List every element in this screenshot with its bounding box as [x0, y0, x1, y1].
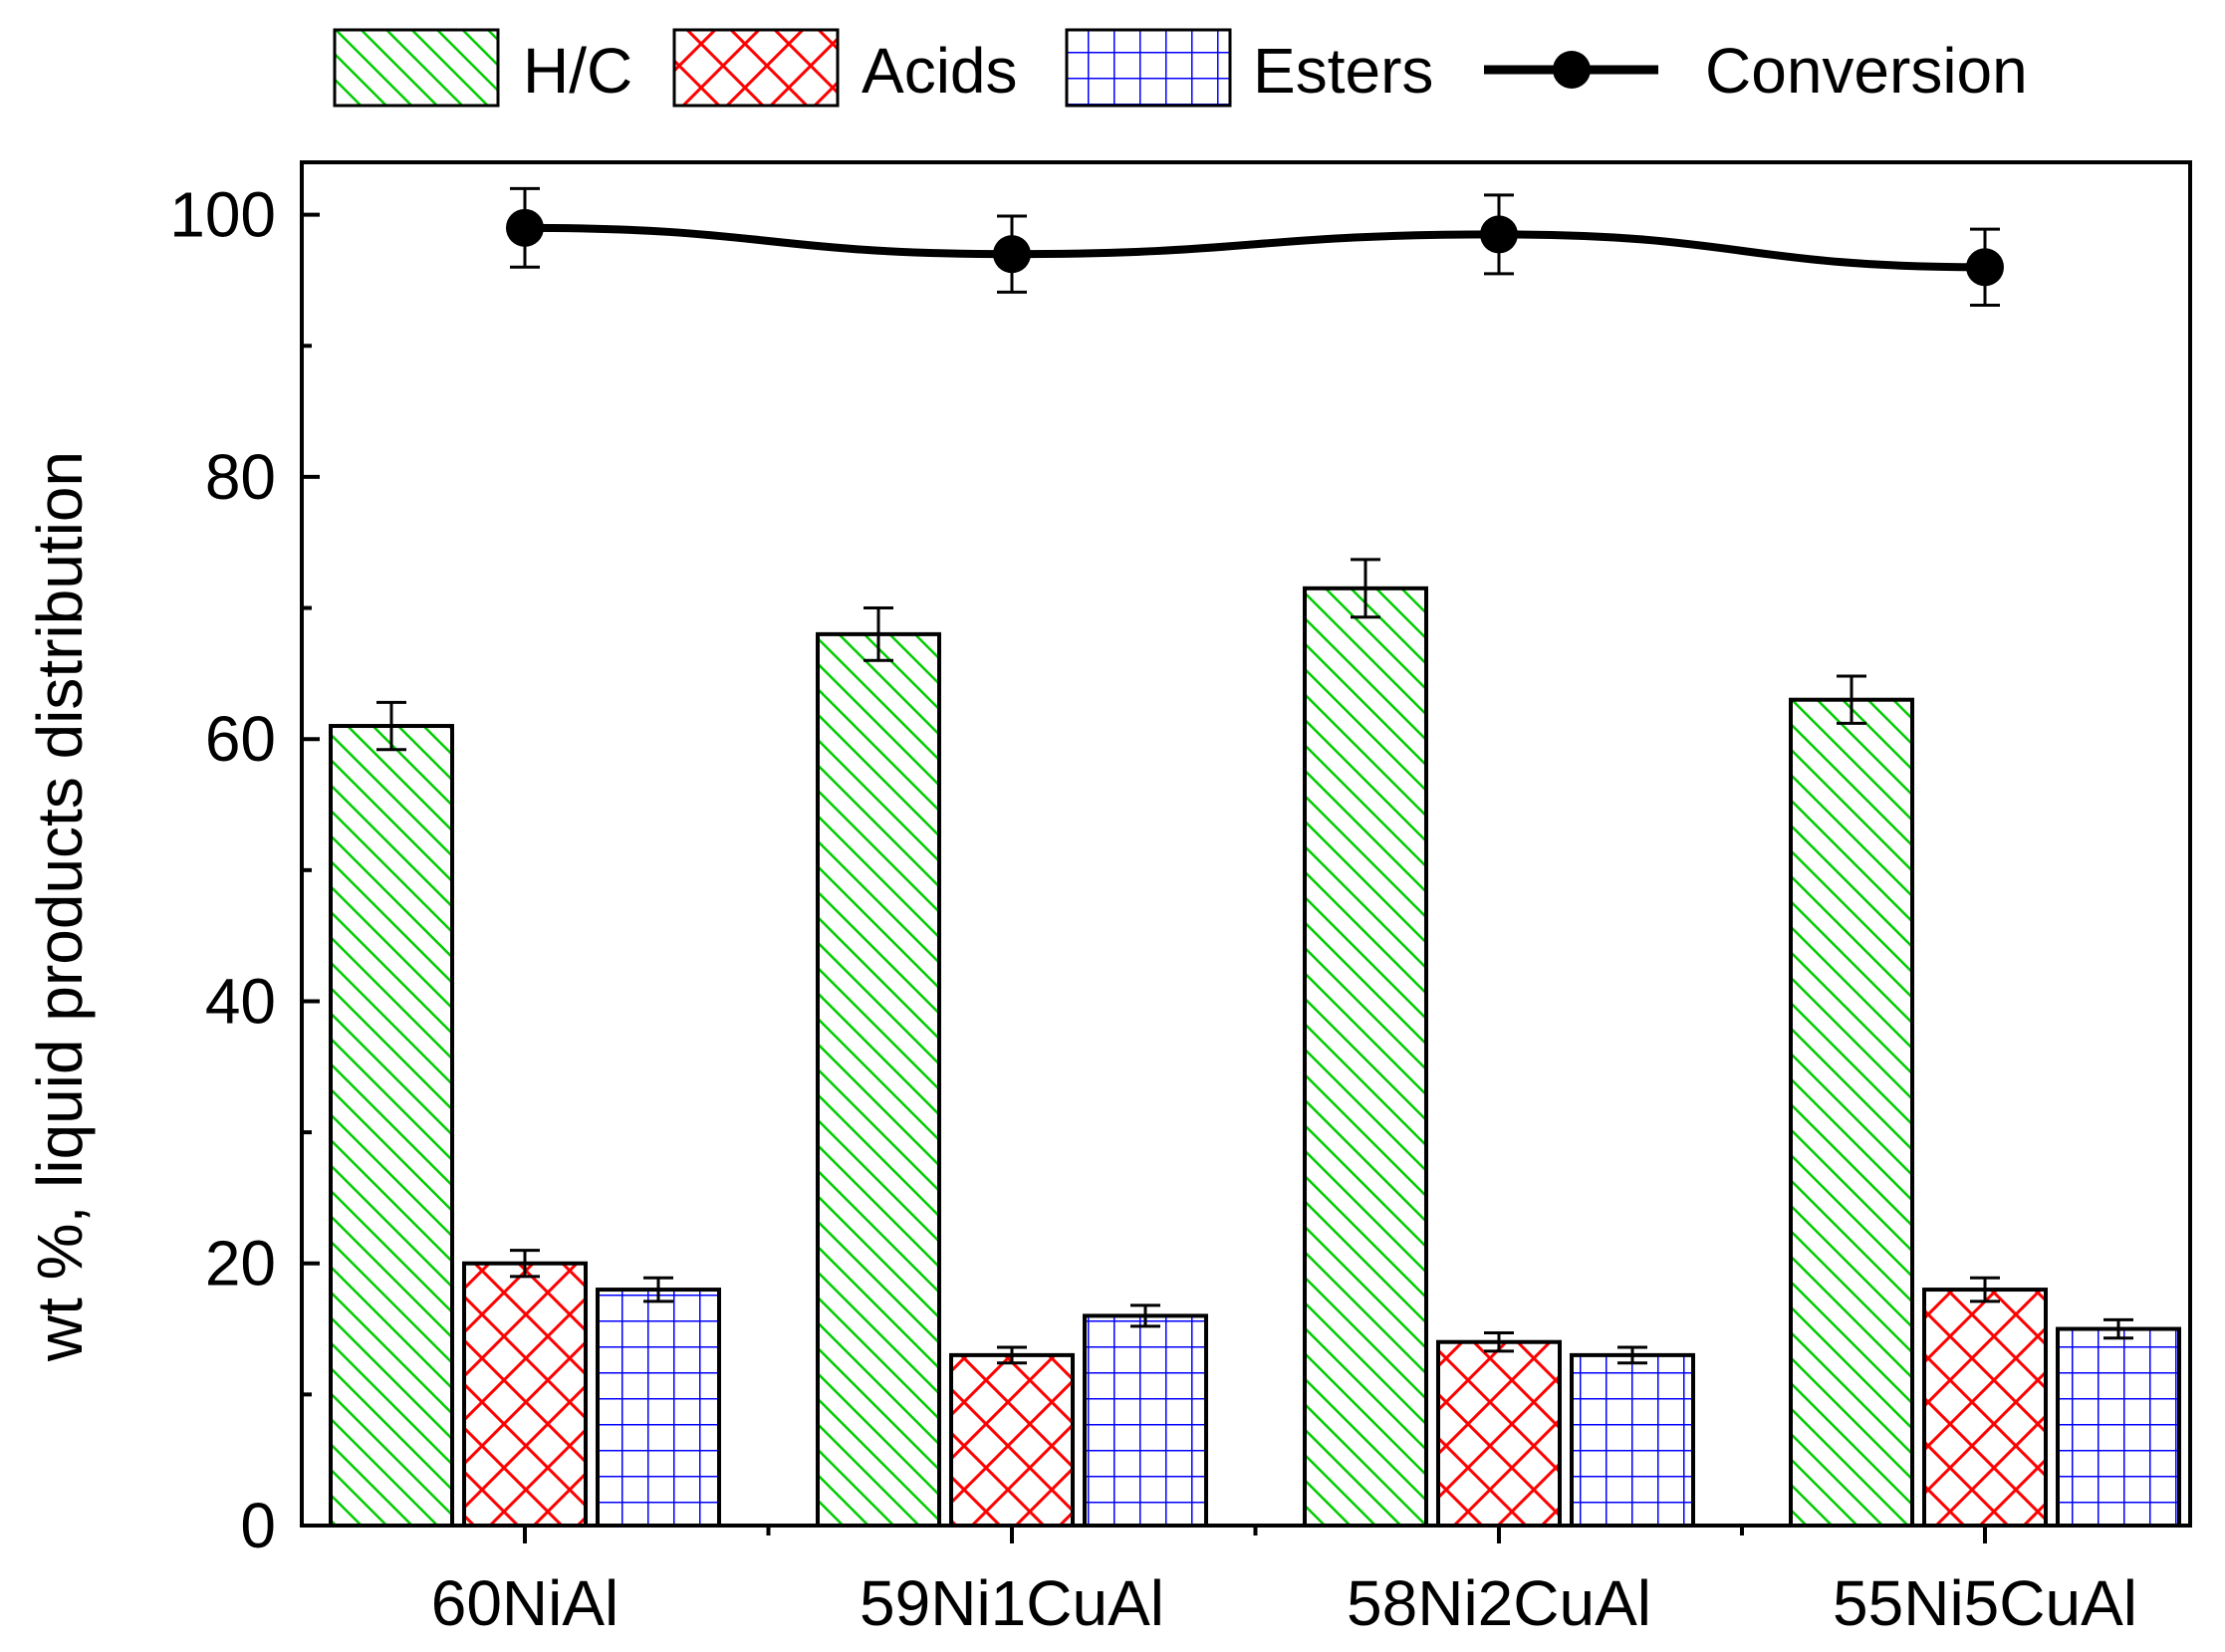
conversion-line	[524, 223, 1986, 272]
bar-acids-2	[1436, 1339, 1562, 1529]
y-tick-label: 40	[205, 965, 276, 1037]
conversion-point-0	[506, 208, 544, 247]
legend-swatch-hc	[333, 28, 500, 108]
legend-swatch-conversion-marker	[1553, 51, 1591, 89]
bars	[329, 558, 2181, 1529]
conversion-point-2	[1480, 215, 1518, 254]
x-category-label: 58Ni2CuAl	[1347, 1567, 1651, 1639]
conversion-point-1	[993, 235, 1031, 274]
conversion-line-layer	[506, 186, 2004, 307]
legend-swatch-acids	[672, 28, 840, 108]
bar-esters-0	[596, 1288, 721, 1529]
bar-acids-0	[462, 1261, 588, 1528]
bar-h-c-1	[816, 631, 941, 1528]
legend-swatch-esters	[1065, 28, 1232, 108]
bar-h-c-3	[1789, 697, 1914, 1528]
bar-esters-1	[1083, 1313, 1208, 1529]
y-tick-label: 100	[169, 179, 276, 251]
bar-esters-3	[2056, 1326, 2181, 1529]
legend-label-acids: Acids	[862, 35, 1018, 107]
y-tick-label: 80	[205, 441, 276, 513]
plot-frame	[300, 160, 2192, 1528]
legend: H/C Acids Esters Conversion	[333, 28, 2028, 108]
x-category-label: 55Ni5CuAl	[1833, 1567, 2137, 1639]
conversion-point-3	[1966, 248, 2004, 287]
legend-label-esters: Esters	[1253, 35, 1433, 107]
axes: 0 20 40 60 80 100 60NiAl 59Ni1CuAl 58Ni2CuAl 55Ni…	[169, 179, 2137, 1639]
bar-acids-3	[1922, 1288, 2048, 1529]
y-axis-title: wt %, liquid products distribution	[24, 451, 96, 1362]
y-tick-label: 60	[205, 703, 276, 775]
y-tick-label: 20	[205, 1228, 276, 1299]
y-tick-label: 0	[240, 1490, 276, 1561]
bar-esters-2	[1570, 1352, 1695, 1528]
legend-label-conversion: Conversion	[1705, 35, 2028, 107]
x-category-label: 59Ni1CuAl	[860, 1567, 1164, 1639]
x-category-label: 60NiAl	[431, 1567, 619, 1639]
bar-acids-1	[949, 1352, 1075, 1528]
legend-label-hc: H/C	[523, 35, 632, 107]
bar-h-c-2	[1303, 586, 1428, 1528]
bar-h-c-0	[329, 724, 454, 1528]
